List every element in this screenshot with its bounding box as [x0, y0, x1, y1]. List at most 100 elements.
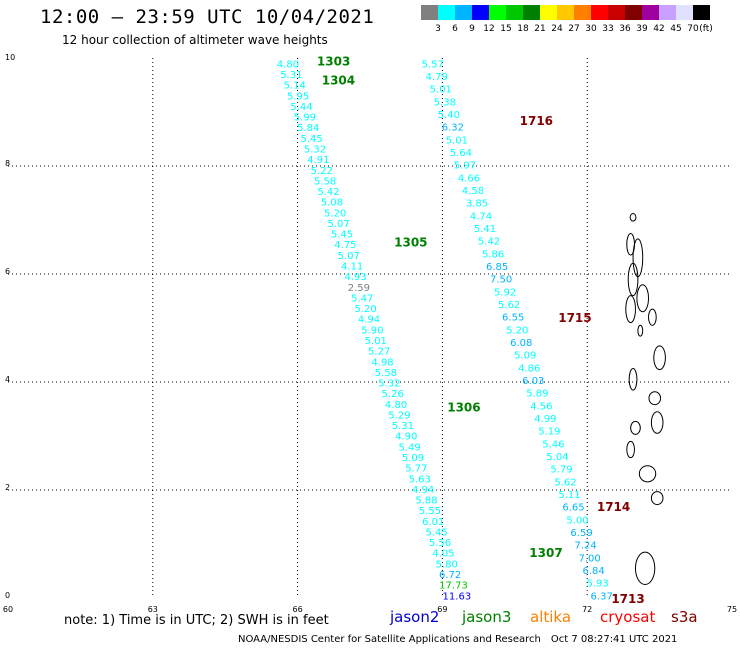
wave-height-value: 5.47 [351, 293, 373, 304]
pass-number-label: 1303 [317, 55, 350, 69]
legend-label: 21 [534, 24, 546, 34]
wave-height-value: 5.58 [314, 176, 336, 187]
footer-note: note: 1) Time is in UTC; 2) SWH is in fe… [64, 613, 329, 628]
wave-height-value: 5.20 [324, 208, 346, 219]
legend-swatch [608, 5, 625, 20]
legend-swatch [659, 5, 676, 20]
legend-label: 3 [435, 24, 441, 34]
wave-height-value: 4.66 [458, 173, 480, 184]
wave-height-value: 5.58 [375, 368, 397, 379]
wave-height-value: 5.22 [311, 166, 333, 177]
pass-number-label: 1304 [322, 74, 355, 88]
map-title: 12:00 – 23:59 UTC 10/04/2021 [40, 6, 375, 28]
legend-label: 45 [670, 24, 682, 34]
pass-number-label: 1305 [394, 236, 427, 250]
wave-height-value: 5.09 [402, 453, 424, 464]
map-subtitle: 12 hour collection of altimeter wave hei… [62, 33, 328, 47]
wave-height-value: 4.91 [307, 155, 329, 166]
legend-swatch [523, 5, 540, 20]
wave-height-value: 5.89 [526, 389, 548, 400]
wave-height-value: 5.09 [514, 351, 536, 362]
wave-height-value: 5.56 [429, 538, 451, 549]
wave-height-value: 5.93 [587, 579, 609, 590]
legend-label: 18 [517, 24, 529, 34]
wave-height-value: 5.57 [422, 59, 444, 70]
atoll-outline [637, 324, 644, 337]
wave-height-value: 6.65 [562, 503, 584, 514]
wave-height-value: 5.99 [294, 113, 316, 124]
pass-number-label: 1307 [529, 546, 562, 560]
wave-height-value: 5.04 [546, 452, 568, 463]
atoll-outline [627, 262, 639, 297]
y-tick-label: 2 [5, 483, 10, 492]
legend-label: 15 [500, 24, 512, 34]
wave-height-value: 5.01 [365, 336, 387, 347]
wave-height-value: 4.90 [395, 432, 417, 443]
x-tick-label: 63 [148, 605, 158, 614]
legend-swatch [574, 5, 591, 20]
pass-number-label: 1306 [447, 400, 480, 414]
wave-height-value: 5.38 [434, 97, 456, 108]
credit-line: NOAA/NESDIS Center for Satellite Applica… [238, 634, 677, 645]
wave-height-value: 5.29 [388, 410, 410, 421]
wave-height-value: 5.42 [317, 187, 339, 198]
legend-swatch [489, 5, 506, 20]
wave-height-value: 5.07 [327, 219, 349, 230]
wave-height-value: 3.85 [466, 199, 488, 210]
y-tick-label: 8 [5, 159, 10, 168]
wave-height-value: 6.08 [510, 338, 532, 349]
wave-height-value: 5.45 [300, 134, 322, 145]
wave-height-value: 5.32 [378, 379, 400, 390]
wave-height-value: 5.26 [382, 389, 404, 400]
legend-label: 36 [619, 24, 631, 34]
pass-number-label: 1713 [611, 592, 644, 606]
wave-height-value: 5.31 [392, 421, 414, 432]
y-tick-label: 0 [5, 591, 10, 600]
wave-height-value: 5.49 [398, 442, 420, 453]
legend-swatch [557, 5, 574, 20]
atoll-outline [630, 420, 641, 435]
wave-height-value: 6.32 [442, 123, 464, 134]
wave-height-value: 5.92 [494, 287, 516, 298]
wave-height-value: 6.84 [583, 566, 605, 577]
wave-height-value: 5.63 [409, 474, 431, 485]
wave-height-value: 5.97 [454, 161, 476, 172]
wave-height-value: 6.01 [422, 517, 444, 528]
wave-height-value: 5.14 [284, 81, 306, 92]
wave-height-value: 5.90 [361, 325, 383, 336]
wave-height-value: 4.86 [518, 363, 540, 374]
wave-height-value: 6.37 [591, 591, 613, 602]
x-tick-label: 69 [437, 605, 447, 614]
atoll-outline [647, 308, 657, 326]
wave-height-value: 5.55 [419, 506, 441, 517]
wave-height-value: 5.45 [331, 230, 353, 241]
x-tick-label: 60 [3, 605, 13, 614]
wave-height-value: 7.00 [578, 553, 600, 564]
sat-jason3-label: jason3 [462, 608, 512, 626]
wave-height-value: 4.79 [426, 72, 448, 83]
wave-height-value: 5.01 [446, 135, 468, 146]
legend-swatch [540, 5, 557, 20]
wave-height-value: 5.11 [558, 490, 580, 501]
legend-swatch [421, 5, 438, 20]
wave-height-value: 5.27 [368, 347, 390, 358]
wave-height-value: 6.72 [439, 570, 461, 581]
atoll-outline [625, 295, 636, 324]
wave-height-value: 5.07 [338, 251, 360, 262]
wave-height-value: 5.19 [538, 427, 560, 438]
legend-label: 39 [636, 24, 648, 34]
wave-height-value: 11.63 [443, 591, 472, 602]
atoll-outline [636, 284, 649, 313]
y-tick-label: 10 [5, 53, 15, 62]
wave-height-value: 5.84 [297, 123, 319, 134]
wave-height-value: 5.31 [280, 70, 302, 81]
wave-height-value: 5.46 [542, 439, 564, 450]
atoll-outline [638, 465, 657, 483]
wave-height-value: 4.75 [334, 240, 356, 251]
wave-height-value: 5.79 [550, 465, 572, 476]
wave-height-value: 4.98 [371, 357, 393, 368]
pass-number-label: 1715 [558, 311, 591, 325]
wave-height-value: 7.24 [574, 541, 596, 552]
